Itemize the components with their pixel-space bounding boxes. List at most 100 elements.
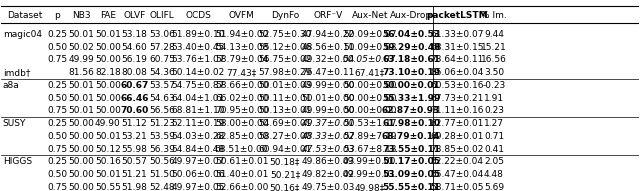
Text: 0.41: 0.41	[484, 145, 504, 154]
Text: 60.53±0.16: 60.53±0.16	[430, 81, 483, 90]
Text: p: p	[54, 11, 60, 20]
Text: 1.27: 1.27	[484, 119, 504, 128]
Text: Dataset: Dataset	[6, 11, 42, 20]
Text: 50.00: 50.00	[68, 119, 94, 128]
Text: 51.94±0.00: 51.94±0.00	[215, 30, 268, 39]
Text: 50.01: 50.01	[68, 94, 94, 103]
Text: 50.00: 50.00	[68, 145, 94, 154]
Text: 49.75±0.03: 49.75±0.03	[301, 183, 355, 191]
Text: 50.01±0.00: 50.01±0.00	[301, 94, 355, 103]
Text: 66.46: 66.46	[120, 94, 149, 103]
Text: 67.73±0.21: 67.73±0.21	[430, 94, 483, 103]
Text: 60.94±0.01: 60.94±0.01	[259, 145, 312, 154]
Text: 66.02±0.00: 66.02±0.00	[215, 94, 268, 103]
Text: 47.53±0.03: 47.53±0.03	[301, 145, 355, 154]
Text: 50.00±0.01: 50.00±0.01	[382, 81, 440, 90]
Text: 61.98±0.10: 61.98±0.10	[382, 119, 440, 128]
Text: 53.21: 53.21	[122, 132, 147, 141]
Text: 64.04±1.01: 64.04±1.01	[172, 94, 225, 103]
Text: 9.44: 9.44	[484, 30, 504, 39]
Text: 49.99±0.00: 49.99±0.00	[301, 106, 355, 115]
Text: 55.47±0.04: 55.47±0.04	[430, 170, 483, 179]
Text: 58.66±0.00: 58.66±0.00	[215, 81, 268, 90]
Text: 54.75±0.87: 54.75±0.87	[172, 81, 225, 90]
Text: 54.84±0.48: 54.84±0.48	[172, 145, 225, 154]
Text: 70.95±0.00: 70.95±0.00	[215, 106, 268, 115]
Text: 0.75: 0.75	[47, 145, 68, 154]
Text: 48.56±0.11: 48.56±0.11	[301, 43, 355, 52]
Text: 0.50: 0.50	[47, 170, 68, 179]
Text: 73.64±0.11: 73.64±0.11	[430, 55, 483, 64]
Text: ORF⁻V: ORF⁻V	[314, 11, 343, 20]
Text: 52.75±0.30: 52.75±0.30	[259, 30, 312, 39]
Text: 0.25: 0.25	[47, 30, 67, 39]
Text: 49.99±0.00: 49.99±0.00	[343, 157, 396, 166]
Text: 51.50: 51.50	[149, 170, 175, 179]
Text: 50.00: 50.00	[68, 132, 94, 141]
Text: 52.11±0.19: 52.11±0.19	[172, 119, 225, 128]
Text: 49.32±0.04: 49.32±0.04	[301, 55, 355, 64]
Text: 67.41‡: 67.41‡	[355, 68, 385, 77]
Text: 50.01: 50.01	[68, 81, 94, 90]
Text: 49.37±0.01: 49.37±0.01	[301, 119, 355, 128]
Text: 68.31±0.15: 68.31±0.15	[430, 43, 483, 52]
Text: 50.00: 50.00	[68, 157, 94, 166]
Text: 50.01±0.03: 50.01±0.03	[258, 81, 312, 90]
Text: 50.00: 50.00	[95, 94, 121, 103]
Text: 54.36: 54.36	[149, 68, 175, 77]
Text: 50.00: 50.00	[95, 106, 121, 115]
Text: 0.75: 0.75	[47, 55, 68, 64]
Text: 50.00: 50.00	[95, 43, 121, 52]
Text: OVFM: OVFM	[228, 11, 255, 20]
Text: 50.12: 50.12	[95, 145, 121, 154]
Text: 61.33±0.07: 61.33±0.07	[430, 30, 483, 39]
Text: 55.55±0.11: 55.55±0.11	[382, 183, 440, 191]
Text: 60.75: 60.75	[149, 55, 175, 64]
Text: 50.01: 50.01	[95, 132, 121, 141]
Text: 48.33±0.02: 48.33±0.02	[301, 132, 355, 141]
Text: a8a: a8a	[3, 81, 19, 90]
Text: 70.60: 70.60	[120, 106, 148, 115]
Text: 53.09±0.05: 53.09±0.05	[382, 170, 440, 179]
Text: 58.79±0.04: 58.79±0.04	[215, 55, 268, 64]
Text: 4.48: 4.48	[484, 170, 504, 179]
Text: 49.99: 49.99	[68, 55, 94, 64]
Text: OCDS: OCDS	[186, 11, 211, 20]
Text: 56.75±0.02: 56.75±0.02	[259, 55, 312, 64]
Text: 50.00: 50.00	[95, 81, 121, 90]
Text: 54.60: 54.60	[122, 43, 147, 52]
Text: 50.16: 50.16	[95, 157, 121, 166]
Text: 55.98: 55.98	[122, 145, 147, 154]
Text: 56.04±0.53: 56.04±0.53	[382, 30, 440, 39]
Text: -0.23: -0.23	[483, 81, 506, 90]
Text: 56.56: 56.56	[149, 106, 175, 115]
Text: 51.21: 51.21	[122, 170, 147, 179]
Text: 51.40±0.01: 51.40±0.01	[215, 170, 268, 179]
Text: 52.66±0.00: 52.66±0.00	[215, 183, 268, 191]
Text: 82.18: 82.18	[95, 68, 121, 77]
Text: 54.63: 54.63	[149, 94, 175, 103]
Text: 5.69: 5.69	[484, 183, 504, 191]
Text: OLIFL: OLIFL	[150, 11, 175, 20]
Text: NB3: NB3	[72, 11, 90, 20]
Text: 50.01: 50.01	[68, 30, 94, 39]
Text: 50.01: 50.01	[95, 30, 121, 39]
Text: 54.69±0.01: 54.69±0.01	[259, 119, 312, 128]
Text: 49.99±0.00: 49.99±0.00	[301, 81, 355, 90]
Text: 50.06±0.06: 50.06±0.06	[172, 170, 225, 179]
Text: 0.50: 0.50	[47, 94, 68, 103]
Text: 49.97±0.07: 49.97±0.07	[172, 157, 225, 166]
Text: 53.40±0.45: 53.40±0.45	[172, 43, 225, 52]
Text: 56.39: 56.39	[149, 145, 175, 154]
Text: 73.85±0.02: 73.85±0.02	[430, 145, 483, 154]
Text: 57.98±0.29: 57.98±0.29	[259, 68, 312, 77]
Text: 0.25: 0.25	[47, 81, 67, 90]
Text: 49.99±0.01: 49.99±0.01	[343, 170, 396, 179]
Text: 3.50: 3.50	[484, 68, 504, 77]
Text: 50.00±0.00: 50.00±0.00	[343, 106, 396, 115]
Text: 49.98‡: 49.98‡	[355, 183, 385, 191]
Text: 53.57: 53.57	[149, 81, 175, 90]
Text: 55.12±0.06: 55.12±0.06	[259, 43, 312, 52]
Text: 54.13±0.08: 54.13±0.08	[215, 43, 268, 52]
Text: 0.50: 0.50	[47, 43, 68, 52]
